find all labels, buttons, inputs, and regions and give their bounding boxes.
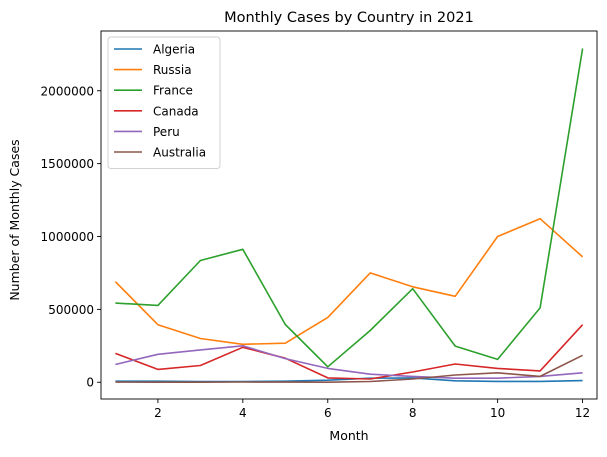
x-tick-label: 4	[239, 406, 247, 420]
y-axis-label: Number of Monthly Cases	[7, 139, 22, 300]
y-tick-label: 1500000	[41, 157, 94, 171]
legend: Algeria Russia France Canada Peru Australia	[107, 36, 221, 170]
chart-title: Monthly Cases by Country in 2021	[224, 10, 474, 26]
x-tick-label: 6	[324, 406, 332, 420]
series-line-france	[115, 48, 584, 368]
x-axis: 2 4 6 8 10 12	[154, 399, 590, 420]
y-tick-label: 2000000	[41, 84, 94, 98]
x-axis-label: Month	[329, 428, 368, 443]
y-tick-label: 1000000	[41, 230, 94, 244]
plot-area	[100, 30, 598, 400]
legend-label-algeria: Algeria	[153, 43, 195, 57]
legend-label-france: France	[153, 84, 193, 98]
series-line-canada	[115, 324, 584, 380]
y-tick-label: 500000	[48, 303, 94, 317]
legend-label-canada: Canada	[153, 104, 199, 118]
legend-label-australia: Australia	[153, 146, 206, 160]
series-line-russia	[114, 217, 584, 346]
y-axis: 0 500000 1000000 1500000 2000000	[41, 84, 101, 390]
series-line-peru	[115, 344, 583, 380]
legend-label-peru: Peru	[153, 125, 180, 139]
x-tick-label: 2	[154, 406, 162, 420]
legend-label-russia: Russia	[153, 63, 192, 77]
x-tick-label: 8	[409, 406, 417, 420]
plot-frame	[100, 30, 598, 400]
series-line-australia	[115, 354, 583, 384]
x-tick-label: 12	[575, 406, 590, 420]
x-tick-label: 10	[490, 406, 505, 420]
y-tick-label: 0	[86, 376, 94, 390]
